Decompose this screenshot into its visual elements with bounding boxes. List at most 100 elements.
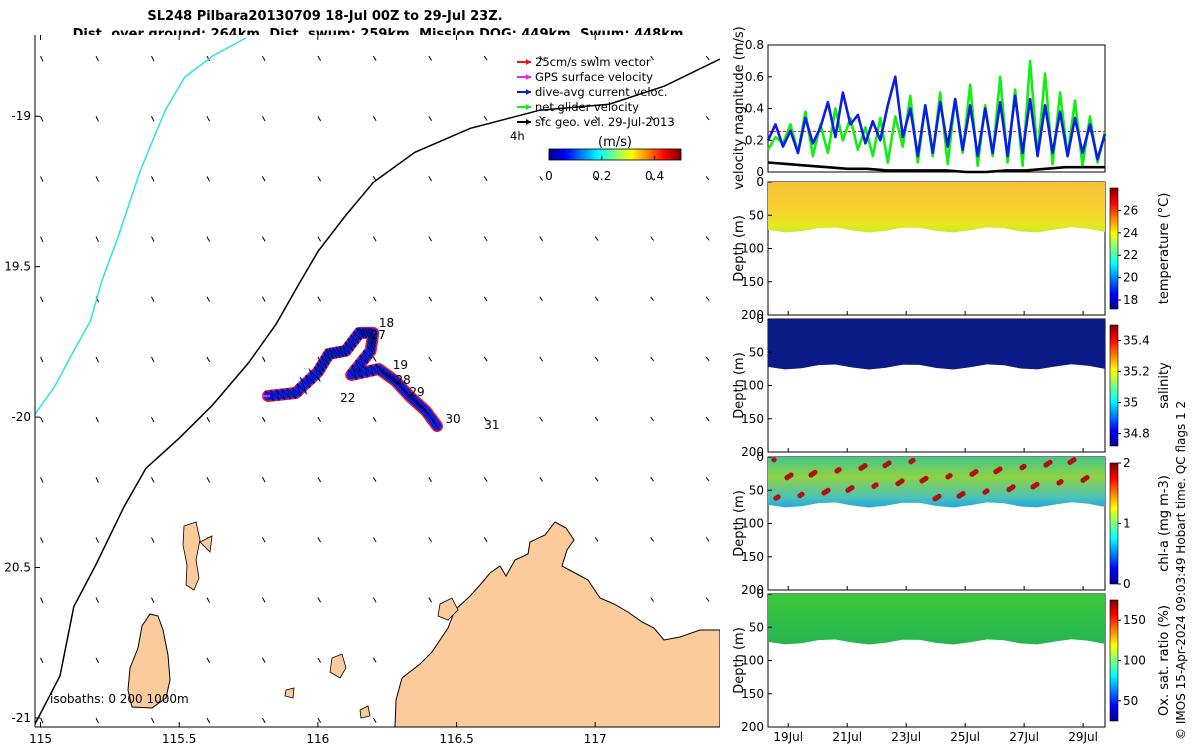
day-label: 22 xyxy=(340,391,355,405)
map-y-tick-label: 19.5 xyxy=(4,260,31,274)
legend-label: 25cm/s swim vector xyxy=(535,55,651,69)
chl-hotspot xyxy=(799,491,805,497)
geostrophic-arrow xyxy=(483,416,488,422)
salinity-data-band xyxy=(768,319,1105,370)
geostrophic-arrow xyxy=(95,597,99,604)
geostrophic-arrow xyxy=(705,416,710,422)
geostrophic-arrow xyxy=(705,55,710,61)
salinity-colorbar-label: salinity xyxy=(1157,362,1172,409)
geostrophic-arrow xyxy=(95,236,99,243)
montebello-islands xyxy=(182,521,201,591)
depth-tick-label: 200 xyxy=(741,308,764,322)
depth-tick-label: 150 xyxy=(741,412,764,426)
geostrophic-arrow xyxy=(151,176,155,182)
geostrophic-arrow xyxy=(151,717,155,724)
chl-a-section-panel: 0 50 100 150 200 Depth (m) 0 1 2 chl-a (mg m-3) xyxy=(732,450,1172,597)
island xyxy=(329,653,347,679)
geostrophic-arrow xyxy=(40,55,44,62)
chl-a-colorbar xyxy=(1109,462,1119,585)
geostrophic-arrow xyxy=(483,356,488,362)
geostrophic-arrow xyxy=(95,657,99,664)
salinity-section-panel: 0 50 100 150 200 Depth (m) 34.8 35 35.2 35.4 salin… xyxy=(732,312,1172,459)
velocity-y-tick-label: 0.8 xyxy=(745,38,764,52)
island xyxy=(199,535,213,553)
depth-tick-label: 0 xyxy=(756,175,764,189)
geostrophic-arrow xyxy=(428,597,433,603)
legend-label: GPS surface velocity xyxy=(535,70,653,84)
geostrophic-arrow xyxy=(705,115,710,121)
geostrophic-arrow xyxy=(261,537,266,543)
geostrophic-arrow xyxy=(206,296,211,302)
geostrophic-arrow xyxy=(206,416,211,423)
map-y-tick-label: -20 xyxy=(11,410,31,424)
geostrophic-arrow xyxy=(705,296,710,301)
chl-hotspot xyxy=(771,457,777,463)
velocity-y-tick-label: 0 xyxy=(756,165,764,179)
geostrophic-arrow xyxy=(705,176,710,181)
geostrophic-arrow xyxy=(594,296,599,302)
day-label: 28 xyxy=(396,373,411,387)
geostrophic-arrow xyxy=(40,717,44,724)
chl-hotspot xyxy=(923,475,929,481)
temperature-data-band xyxy=(768,182,1105,233)
geostrophic-arrow xyxy=(483,55,488,61)
geostrophic-arrow xyxy=(40,477,44,483)
depth-tick-label: 100 xyxy=(741,654,764,668)
colorbar-tick-label: 24 xyxy=(1123,226,1138,240)
depth-tick-label: 0 xyxy=(756,587,764,601)
geostrophic-arrow xyxy=(372,236,377,242)
geostrophic-arrow xyxy=(40,356,44,363)
geostrophic-arrow xyxy=(95,116,99,122)
depth-tick-label: 50 xyxy=(749,620,764,634)
chl-hotspot xyxy=(984,488,990,494)
geostrophic-arrow xyxy=(539,115,544,121)
colorbar-tick-label: 0.2 xyxy=(592,169,611,183)
day-label: 18 xyxy=(379,316,394,330)
map-y-tick-label: -21 xyxy=(11,711,31,725)
chl-hotspot xyxy=(1021,463,1027,469)
geostrophic-arrow xyxy=(372,477,377,483)
velocity-series-line xyxy=(766,75,1107,161)
depth-tick-label: 150 xyxy=(741,275,764,289)
map-x-tick-label: 115.5 xyxy=(162,732,196,746)
geostrophic-arrow xyxy=(372,597,377,603)
map-x-tick-label: 116 xyxy=(306,732,329,746)
geostrophic-arrow xyxy=(594,176,599,181)
map-y-ticks: -19 19.5 -20 20.5 -21 xyxy=(4,109,40,725)
legend-arrowhead xyxy=(526,59,531,65)
geostrophic-arrow xyxy=(95,55,99,62)
chl-hotspot xyxy=(849,485,855,491)
map-y-tick-label: 20.5 xyxy=(4,561,31,575)
colorbar-tick-label: 50 xyxy=(1123,694,1138,708)
legend-label: net glider velocity xyxy=(535,100,639,114)
depth-tick-label: 150 xyxy=(741,687,764,701)
geostrophic-arrow xyxy=(317,115,322,122)
geostrophic-arrow xyxy=(206,356,211,363)
geostrophic-arrow xyxy=(650,55,655,61)
geostrophic-arrow xyxy=(705,476,710,482)
velocity-series-line xyxy=(767,161,1105,174)
day-label: 29 xyxy=(409,385,424,399)
chl-hotspot xyxy=(1084,475,1090,481)
depth-tick-label: 150 xyxy=(741,550,764,564)
chl-hotspot xyxy=(960,491,966,497)
geostrophic-arrow xyxy=(372,55,377,61)
colorbar-tick-label: 34.8 xyxy=(1123,427,1150,441)
geostrophic-arrow xyxy=(539,476,544,482)
legend-arrowhead xyxy=(526,119,531,125)
geostrophic-arrow xyxy=(594,115,599,121)
geostrophic-arrow xyxy=(594,416,599,422)
geostrophic-arrow xyxy=(151,55,155,62)
figure-title-line-1: SL248 Pilbara20130709 18-Jul 00Z to 29-J… xyxy=(147,9,502,24)
geostrophic-arrow xyxy=(317,176,322,182)
chl-hotspot xyxy=(936,493,942,499)
geostrophic-arrow xyxy=(594,537,599,542)
legend-label: sfc geo. vel. 29-Jul-2013 xyxy=(535,115,675,129)
geostrophic-arrow xyxy=(650,236,655,241)
velocity-panel: 0 0.2 0.4 0.6 0.8 velocity magnitude (m/s) xyxy=(732,26,1107,190)
colorbar-tick-label: 0 xyxy=(1123,577,1131,591)
geostrophic-arrow xyxy=(40,176,44,182)
geostrophic-arrow xyxy=(372,537,377,543)
geostrophic-arrow xyxy=(95,176,99,182)
